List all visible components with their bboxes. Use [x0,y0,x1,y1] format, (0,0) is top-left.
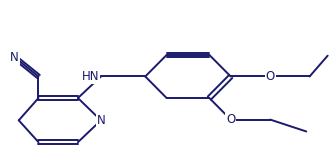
Text: O: O [226,113,235,126]
Text: N: N [10,51,19,64]
Text: N: N [97,114,105,127]
Text: O: O [266,70,275,83]
Text: HN: HN [82,70,99,83]
